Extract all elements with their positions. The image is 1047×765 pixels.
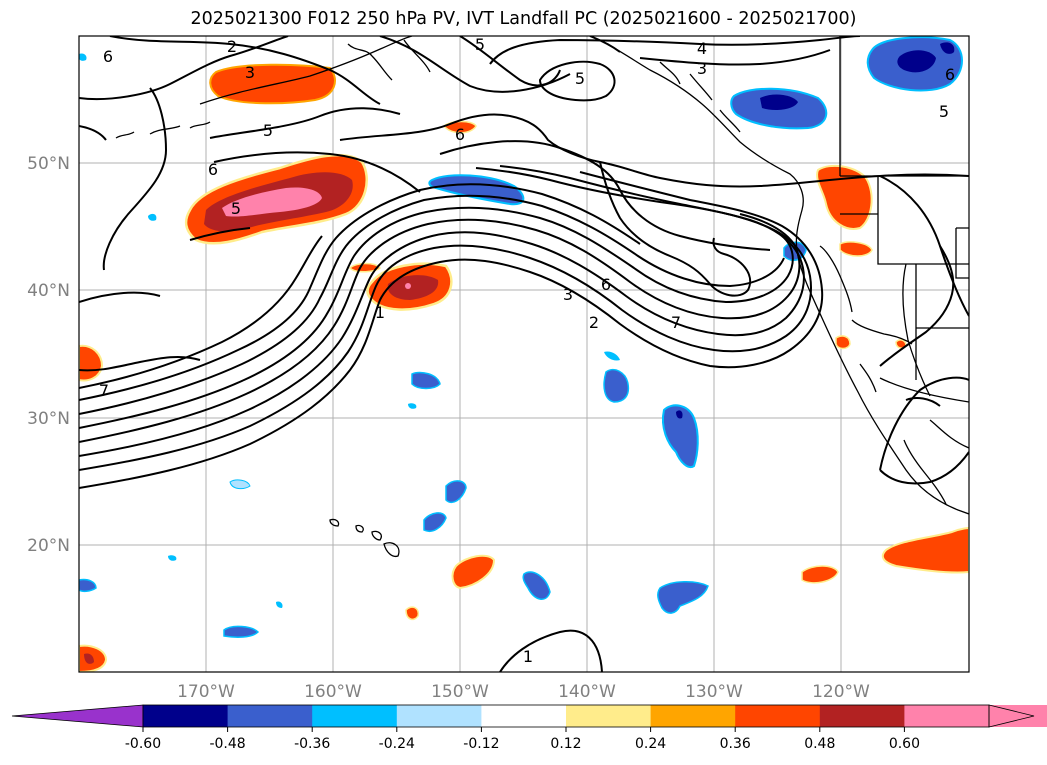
lat-label-50n: 50°N — [27, 154, 70, 174]
contour-label: 5 — [263, 121, 273, 140]
jet-contours — [79, 165, 824, 489]
colorbar-tick-label: -0.48 — [209, 736, 245, 752]
colorbar: -0.60 -0.48 -0.36 -0.24 -0.12 0.12 0.24 0.36 0.4… — [11, 704, 1047, 752]
contour-label: 3 — [245, 63, 255, 82]
contour-label: 7 — [99, 381, 109, 400]
contour-label: 1 — [375, 303, 385, 322]
contour-label: 4 — [697, 39, 707, 58]
colorbar-extend-left — [11, 704, 144, 728]
lon-label-160w: 160°W — [304, 682, 362, 702]
lat-label-30n: 30°N — [27, 409, 70, 429]
colorbar-tick-label: -0.12 — [463, 736, 499, 752]
colorbar-segment — [143, 705, 229, 727]
longitude-labels: 170°W 160°W 150°W 140°W 130°W 120°W — [177, 682, 870, 702]
contour-label: 7 — [671, 313, 681, 332]
colorbar-segment — [312, 705, 398, 727]
contour-label: 6 — [601, 275, 611, 294]
latitude-labels: 50°N 40°N 30°N 20°N — [27, 154, 70, 556]
map-frame — [78, 35, 970, 673]
pv-contours-south — [499, 245, 969, 672]
colorbar-tick-label: 0.60 — [889, 736, 920, 752]
positive-ivt-areas — [79, 63, 969, 672]
positive-area-gulf-of-alaska — [209, 63, 336, 105]
contour-label: 5 — [939, 102, 949, 121]
contour-labels: 6 2 3 5 5 4 3 5 6 6 5 6 5 1 7 3 6 2 7 1 — [99, 35, 955, 666]
positive-area-oregon — [816, 164, 873, 230]
colorbar-tick-label: -0.36 — [294, 736, 330, 752]
map-title: 2025021300 F012 250 hPa PV, IVT Landfall… — [190, 9, 857, 29]
colorbar-tick-label: -0.60 — [125, 736, 161, 752]
contour-label: 5 — [575, 69, 585, 88]
lon-label-140w: 140°W — [558, 682, 616, 702]
contour-label: 5 — [231, 199, 241, 218]
negative-area-east — [662, 404, 699, 468]
contour-label: 2 — [589, 313, 599, 332]
colorbar-tick-label: 0.36 — [720, 736, 751, 752]
colorbar-tick-label: 0.24 — [635, 736, 666, 752]
colorbar-segment — [819, 705, 905, 727]
lon-label-150w: 150°W — [431, 682, 489, 702]
colorbar-segment — [904, 705, 990, 727]
contour-label: 5 — [475, 35, 485, 54]
positive-area-baja — [881, 526, 969, 574]
colorbar-tick-label: 0.12 — [550, 736, 581, 752]
colorbar-tick-label: -0.24 — [379, 736, 415, 752]
colorbar-segment — [481, 705, 567, 727]
contour-label: 2 — [227, 37, 237, 56]
lat-label-40n: 40°N — [27, 281, 70, 301]
lon-label-120w: 120°W — [812, 682, 870, 702]
lon-label-130w: 130°W — [685, 682, 743, 702]
lon-label-170w: 170°W — [177, 682, 235, 702]
coastlines — [115, 36, 969, 558]
contour-label: 1 — [523, 647, 533, 666]
contour-label: 3 — [697, 59, 707, 78]
colorbar-segment — [396, 705, 482, 727]
negative-ivt-areas — [79, 36, 963, 638]
colorbar-segment — [566, 705, 652, 727]
negative-area-jet-entrance — [428, 174, 525, 206]
colorbar-segment — [650, 705, 736, 727]
colorbar-tick-label: 0.48 — [804, 736, 835, 752]
lat-label-20n: 20°N — [27, 536, 70, 556]
contour-label: 6 — [208, 160, 218, 179]
pv-contours — [79, 36, 969, 372]
contour-label: 6 — [103, 47, 113, 66]
contour-label: 3 — [563, 285, 573, 304]
contour-label: 6 — [455, 125, 465, 144]
colorbar-segment — [735, 705, 821, 727]
contour-label: 6 — [945, 65, 955, 84]
colorbar-segment — [227, 705, 313, 727]
